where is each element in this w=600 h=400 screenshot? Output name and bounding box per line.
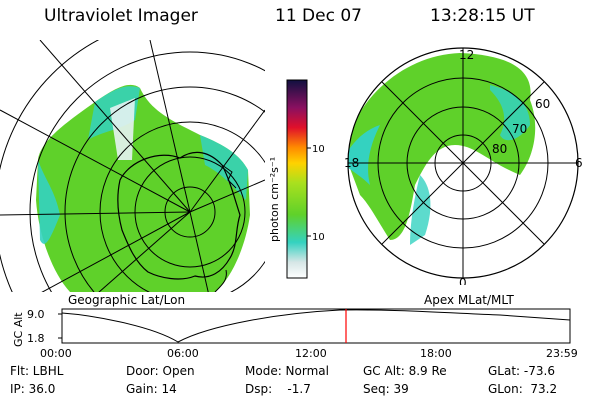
info-flight: Flt: LBHL bbox=[10, 364, 64, 378]
magnetic-polar-map: 12 18 6 0 60 70 80 bbox=[344, 47, 583, 285]
right-map-caption: Apex MLat/MLT bbox=[424, 293, 514, 307]
altitude-curve bbox=[61, 309, 571, 343]
timeline-xtick-2: 12:00 bbox=[295, 347, 327, 360]
timeline-ytick-max: 9.0 bbox=[27, 308, 45, 321]
info-gain: Gain: 14 bbox=[126, 382, 177, 396]
info-dsp: Dsp: -1.7 bbox=[245, 382, 311, 396]
image-date: 11 Dec 07 bbox=[275, 6, 362, 26]
timeline-ytick-min: 1.8 bbox=[27, 332, 45, 345]
mlt-label-6: 6 bbox=[575, 156, 583, 170]
mlt-label-12: 12 bbox=[459, 48, 474, 62]
info-glat: GLat: -73.6 bbox=[488, 364, 555, 378]
orbit-altitude-timeline: GC Alt 9.0 1.8 00:00 06:00 12:00 18:00 2… bbox=[12, 308, 578, 360]
colorbar-tick-100: 100 bbox=[312, 144, 324, 155]
timeline-xtick-0: 00:00 bbox=[40, 347, 72, 360]
instrument-title: Ultraviolet Imager bbox=[44, 6, 198, 26]
mlat-label-60: 60 bbox=[535, 97, 550, 111]
info-ip: IP: 36.0 bbox=[10, 382, 56, 396]
coastline bbox=[117, 151, 241, 280]
mlt-label-18: 18 bbox=[344, 156, 359, 170]
info-mode: Mode: Normal bbox=[245, 364, 329, 378]
colorbar-gradient bbox=[286, 79, 308, 279]
info-glon: GLon: 73.2 bbox=[488, 382, 558, 396]
timeline-xtick-1: 06:00 bbox=[167, 347, 199, 360]
info-gc-alt: GC Alt: 8.9 Re bbox=[363, 364, 447, 378]
colorbar: 100 10 photon cm⁻²s⁻¹ bbox=[268, 79, 324, 279]
timeline-xtick-4: 23:59 bbox=[546, 347, 578, 360]
timeline-xtick-3: 18:00 bbox=[420, 347, 452, 360]
aurora-emission-region bbox=[36, 84, 250, 292]
mlat-label-80: 80 bbox=[492, 142, 507, 156]
mlat-label-70: 70 bbox=[512, 122, 527, 136]
left-map-caption: Geographic Lat/Lon bbox=[68, 293, 186, 307]
mlt-label-0: 0 bbox=[459, 276, 467, 285]
geographic-map bbox=[0, 40, 265, 292]
info-seq: Seq: 39 bbox=[363, 382, 409, 396]
colorbar-tick-10: 10 bbox=[312, 232, 324, 243]
colorbar-unit-label: photon cm⁻²s⁻¹ bbox=[268, 157, 281, 242]
info-door: Door: Open bbox=[126, 364, 195, 378]
timeline-ylabel: GC Alt bbox=[12, 312, 25, 347]
image-time: 13:28:15 UT bbox=[430, 6, 535, 26]
